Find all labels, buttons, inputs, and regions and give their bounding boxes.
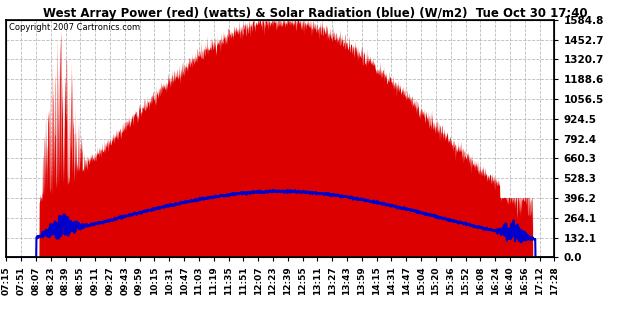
Text: Copyright 2007 Cartronics.com: Copyright 2007 Cartronics.com [9, 23, 140, 32]
Text: West Array Power (red) (watts) & Solar Radiation (blue) (W/m2)  Tue Oct 30 17:40: West Array Power (red) (watts) & Solar R… [43, 7, 587, 19]
